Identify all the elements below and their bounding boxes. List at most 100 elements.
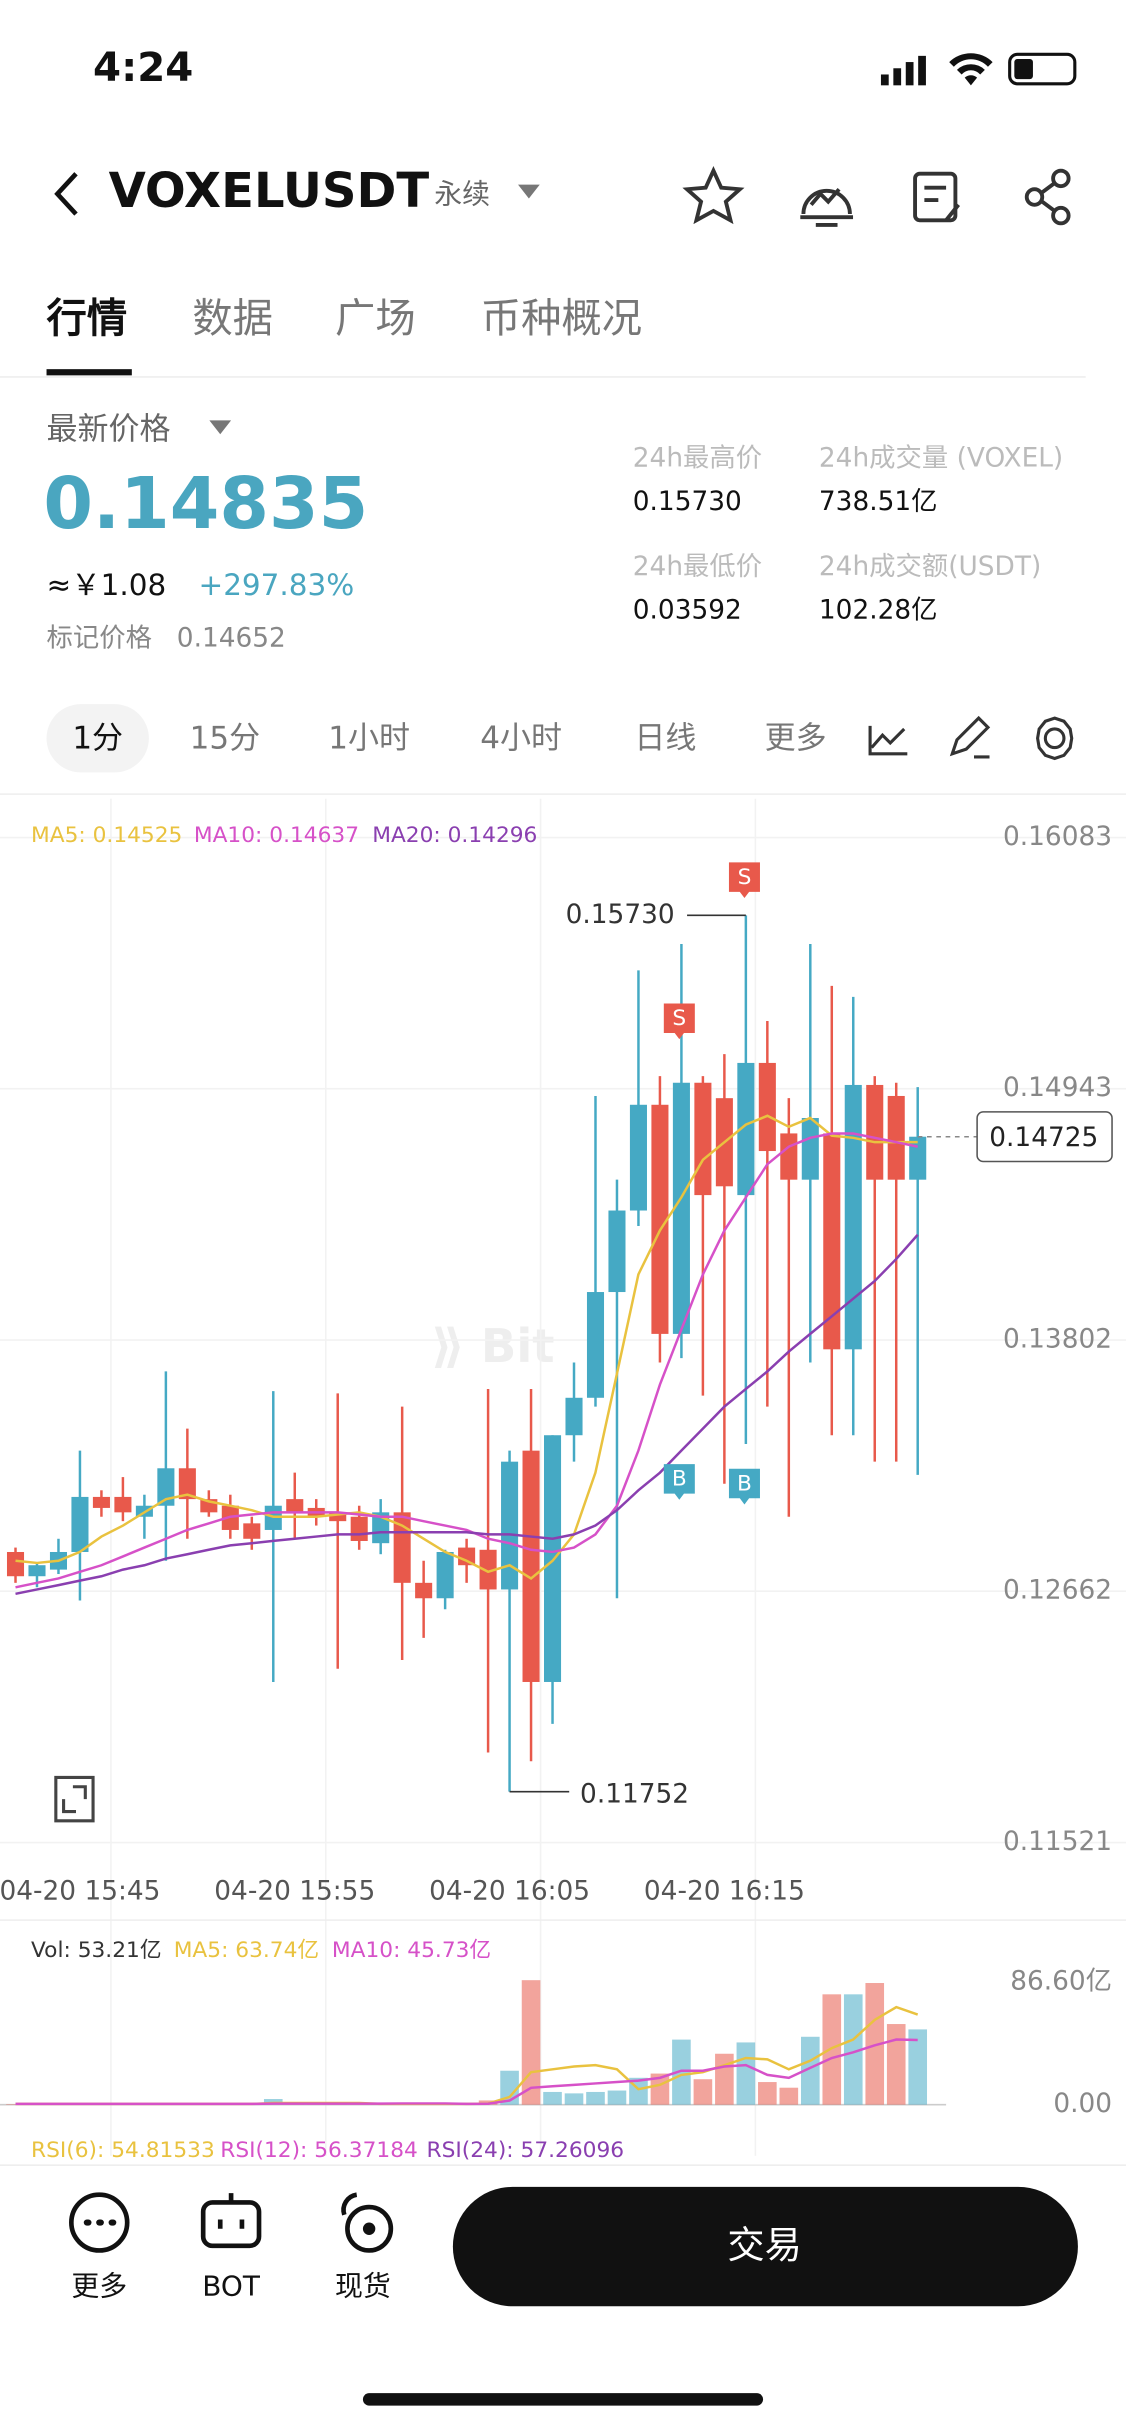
trade-marker: [663, 1464, 695, 1500]
volume-legend: Vol: 53.21亿: [31, 1938, 162, 1963]
back-icon[interactable]: [54, 172, 78, 216]
trade-marker-label: S: [738, 865, 752, 890]
y-tick-label: 0.12662: [1003, 1576, 1112, 1606]
candle-body: [71, 1496, 89, 1552]
candle-body: [758, 1062, 776, 1152]
volume-bar: [564, 2093, 584, 2105]
interval[interactable]: 1分: [72, 720, 123, 756]
candle-body: [92, 1496, 110, 1508]
price-label: 最新价格: [47, 412, 171, 448]
symbol: VOXELUSDT: [109, 163, 430, 219]
dropdown[interactable]: [518, 184, 540, 199]
more-icon[interactable]: [69, 2192, 130, 2253]
wifi: [949, 53, 993, 86]
candle-body: [157, 1468, 175, 1506]
spot-icon[interactable]: [345, 2204, 394, 2253]
fullscreen-icon[interactable]: [54, 1775, 95, 1823]
y-tick-label: 0.11521: [1003, 1827, 1112, 1857]
current-price: 0.14725: [989, 1123, 1098, 1153]
stat-label: 24h最低价: [633, 552, 762, 582]
tabs: 行情 数据 广场 币种概况: [47, 295, 643, 342]
volume-bar: [886, 2024, 906, 2105]
spot-label[interactable]: 现货: [335, 2270, 391, 2303]
legend-entry: MA5: 63.74亿: [174, 1938, 319, 1963]
battery: [1008, 52, 1077, 86]
tab-underline: [46, 369, 132, 376]
candle-body: [629, 1104, 647, 1211]
bot-label[interactable]: BOT: [202, 2270, 261, 2303]
tab[interactable]: 行情: [47, 295, 128, 342]
candle-body: [608, 1210, 626, 1293]
note-icon[interactable]: [913, 171, 961, 223]
candle-body: [586, 1292, 605, 1398]
watermark: ⟫ Bit: [431, 1319, 554, 1373]
candle-body: [114, 1496, 132, 1513]
status-icons: [880, 52, 1077, 86]
volume-bar: [715, 2053, 734, 2105]
interval[interactable]: 15分: [190, 720, 260, 756]
candle-body: [28, 1565, 46, 1577]
candle-body: [415, 1582, 433, 1599]
annotation: 0.15730: [566, 900, 675, 930]
signal: [905, 62, 914, 86]
last-price: 0.14835: [43, 462, 368, 545]
interval[interactable]: 1小时: [328, 720, 410, 756]
candle-body: [479, 1549, 497, 1590]
trade-marker: [728, 1468, 760, 1505]
change: +297.83%: [199, 568, 355, 602]
note-lines: [924, 185, 961, 222]
tab[interactable]: 广场: [335, 295, 416, 342]
candle-body: [458, 1547, 476, 1566]
trade-label[interactable]: 交易: [727, 2223, 801, 2267]
candle-body: [866, 1084, 884, 1180]
volume-bar: [607, 2090, 627, 2105]
cny-price: ≈￥1.08: [47, 568, 167, 602]
signal: [893, 68, 902, 86]
alert-dome: [801, 188, 852, 215]
rsi-legend: RSI(6): 54.81533: [31, 2138, 215, 2163]
share-links: [1041, 181, 1056, 213]
battery-level: [1014, 58, 1033, 80]
star-icon[interactable]: [682, 165, 745, 225]
draw-icon[interactable]: [949, 715, 991, 759]
status-time: 4:24: [93, 44, 193, 91]
dropdown[interactable]: [209, 420, 232, 435]
candle-body: [372, 1512, 390, 1544]
intervals: 1分 15分 1小时 4小时 日线 更多: [72, 720, 826, 756]
volume-tick-label: 86.60亿: [1010, 1967, 1112, 1997]
candle-body: [286, 1499, 304, 1513]
trade-button[interactable]: [452, 2186, 1078, 2307]
candle-body: [823, 1133, 841, 1350]
tab[interactable]: 数据: [192, 295, 273, 342]
more-label[interactable]: 更多: [71, 2270, 127, 2303]
ma-line: [15, 1114, 918, 1580]
legend-entry: MA10: 45.73亿: [332, 1938, 491, 1963]
candle-body: [887, 1095, 905, 1180]
trade-marker: [728, 862, 760, 899]
interval[interactable]: 4小时: [480, 720, 562, 756]
alert-icon[interactable]: [800, 187, 854, 227]
interval[interactable]: 日线: [634, 720, 696, 756]
volume-bar: [500, 2070, 519, 2105]
candle-body: [393, 1512, 411, 1583]
chart-type-icon[interactable]: [868, 725, 908, 756]
stat-label: 24h成交量 (VOXEL): [819, 444, 1063, 474]
stat-label: 24h成交额(USDT): [819, 552, 1041, 582]
volume-bar: [865, 1983, 885, 2105]
x-tick-label: 04-20 16:15: [644, 1877, 805, 1907]
legend-entry: MA5: 0.14525: [31, 823, 182, 848]
tab[interactable]: 币种概况: [481, 295, 642, 342]
settings-icon[interactable]: [1036, 716, 1074, 761]
candle-body: [329, 1512, 347, 1522]
stats: 24h最高价 0.15730 24h成交量 (VOXEL) 738.51亿 24h最低价…: [633, 444, 1063, 626]
gear-center: [1043, 727, 1066, 750]
chart: 0.16083 0.14943 0.13802 0.12662 0.11521 04-20…: [0, 798, 1126, 2163]
candle-body: [565, 1397, 583, 1436]
interval[interactable]: 更多: [765, 720, 827, 756]
current-price-box: [976, 1111, 1113, 1163]
candle-body: [501, 1461, 519, 1590]
volume-bar: [843, 1994, 863, 2105]
share-icon[interactable]: [1024, 168, 1071, 226]
stat-value: 0.03592: [633, 596, 742, 626]
